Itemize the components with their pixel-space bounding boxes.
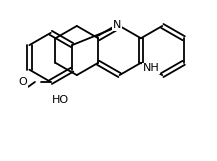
Text: N: N xyxy=(113,20,121,30)
Text: NH: NH xyxy=(143,63,159,73)
Text: O: O xyxy=(19,77,28,87)
Text: HO: HO xyxy=(51,95,69,105)
